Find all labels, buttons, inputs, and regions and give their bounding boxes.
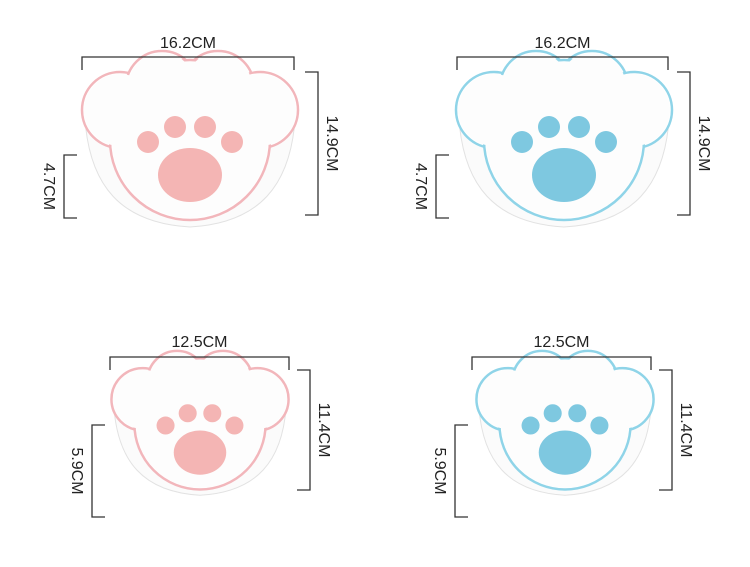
width-bracket bbox=[471, 356, 652, 370]
depth-bracket bbox=[435, 154, 449, 219]
bowl-inner bbox=[136, 359, 264, 488]
width-label: 16.2CM bbox=[160, 35, 216, 52]
height-bracket bbox=[677, 71, 691, 216]
paw-toe bbox=[221, 131, 243, 153]
depth-label: 4.7CM bbox=[412, 163, 429, 210]
depth-bracket bbox=[454, 424, 468, 518]
width-label: 16.2CM bbox=[534, 35, 590, 52]
paw-pad bbox=[173, 430, 227, 475]
paw-toe bbox=[538, 116, 560, 138]
paw-toe bbox=[156, 416, 175, 435]
width-bracket bbox=[109, 356, 290, 370]
paw-toe bbox=[178, 404, 197, 423]
height-label: 14.9CM bbox=[695, 115, 712, 171]
paw-toe bbox=[164, 116, 186, 138]
paw-toe bbox=[511, 131, 533, 153]
bowl-inner bbox=[112, 62, 268, 218]
height-bracket bbox=[305, 71, 319, 216]
paw-toe bbox=[203, 404, 222, 423]
bowl-inner bbox=[486, 62, 642, 218]
paw-pad bbox=[538, 430, 592, 475]
depth-bracket bbox=[63, 154, 77, 219]
width-label: 12.5CM bbox=[533, 334, 589, 351]
width-bracket bbox=[456, 56, 669, 70]
height-label: 11.4CM bbox=[315, 403, 332, 458]
paw-toe bbox=[543, 404, 562, 423]
paw-toe bbox=[595, 131, 617, 153]
depth-label: 5.9CM bbox=[68, 447, 85, 494]
paw-toe bbox=[568, 404, 587, 423]
paw-toe bbox=[521, 416, 540, 435]
height-bracket bbox=[659, 369, 673, 491]
paw-pad bbox=[158, 148, 222, 202]
paw-toe bbox=[194, 116, 216, 138]
depth-label: 5.9CM bbox=[431, 447, 448, 494]
width-label: 12.5CM bbox=[171, 334, 227, 351]
height-label: 14.9CM bbox=[323, 115, 340, 171]
bowl bbox=[80, 49, 300, 228]
paw-toe bbox=[590, 416, 609, 435]
bowl bbox=[110, 349, 290, 496]
width-bracket bbox=[81, 56, 295, 70]
depth-label: 4.7CM bbox=[40, 163, 57, 210]
bowl bbox=[475, 349, 655, 496]
paw-pad bbox=[532, 148, 596, 202]
height-bracket bbox=[297, 369, 311, 491]
paw-toe bbox=[568, 116, 590, 138]
bowl-inner bbox=[501, 359, 629, 488]
paw-toe bbox=[137, 131, 159, 153]
bowl bbox=[454, 49, 674, 228]
depth-bracket bbox=[91, 424, 105, 518]
paw-toe bbox=[225, 416, 244, 435]
height-label: 11.4CM bbox=[677, 403, 694, 458]
